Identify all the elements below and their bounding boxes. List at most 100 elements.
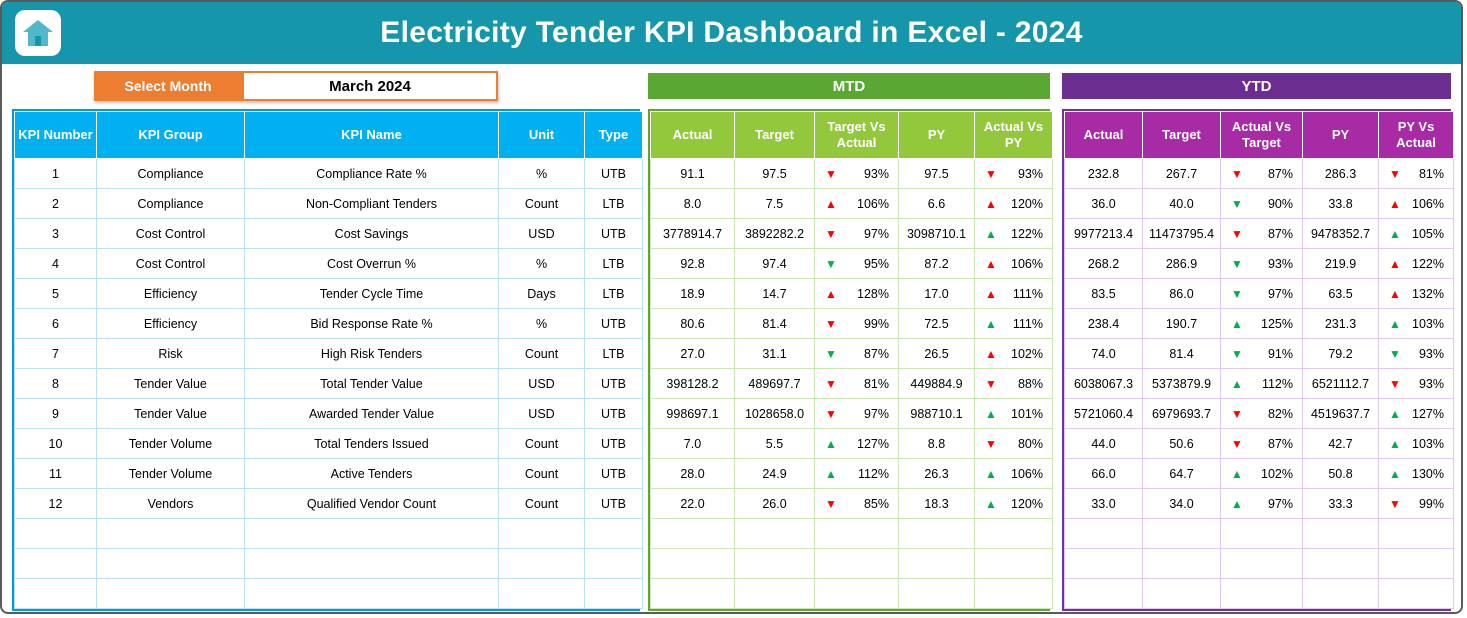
mtd-target-vs-actual-cell: ▼ 81% <box>814 368 899 399</box>
select-month-label: Select Month <box>94 71 242 101</box>
comparison-value: 120% <box>1011 496 1043 511</box>
ytd-py-vs-actual-cell: ▲ 127% <box>1378 398 1454 429</box>
ytd-actual-vs-target-cell: ▼ 91% <box>1220 338 1303 369</box>
empty-cell <box>1220 518 1303 549</box>
trend-down-icon: ▼ <box>825 496 837 511</box>
empty-cell <box>650 518 735 549</box>
mtd-row: 998697.1 1028658.0 ▼ 97% 988710.1 ▲ 101% <box>650 398 1053 429</box>
comparison-value: 130% <box>1412 466 1444 481</box>
mtd-row: 8.0 7.5 ▲ 106% 6.6 ▲ 120% <box>650 188 1053 219</box>
kpi-number-cell: 2 <box>14 188 97 219</box>
empty-cell <box>1142 548 1221 579</box>
mtd-row: 18.9 14.7 ▲ 128% 17.0 ▲ 111% <box>650 278 1053 309</box>
empty-cell <box>1378 578 1454 609</box>
kpi-row: 6 Efficiency Bid Response Rate %% UTB <box>14 308 643 339</box>
kpi-name-cell: Compliance Rate % <box>244 158 499 189</box>
mtd-row: 92.8 97.4 ▼ 95% 87.2 ▲ 106% <box>650 248 1053 279</box>
empty-cell <box>814 518 899 549</box>
empty-cell <box>96 548 245 579</box>
comparison-value: 93% <box>1017 166 1043 181</box>
comparison-value: 81% <box>1418 166 1444 181</box>
type-cell: LTB <box>584 338 643 369</box>
mtd-actual-vs-py-cell: ▼ 88% <box>974 368 1053 399</box>
type-cell: UTB <box>584 158 643 189</box>
ytd-row: 66.0 64.7 ▲ 102% 50.8 ▲ 130% <box>1064 458 1454 489</box>
kpi-name-cell: Active Tenders <box>244 458 499 489</box>
mtd-target-cell: 97.5 <box>734 158 815 189</box>
ytd-py-cell: 33.3 <box>1302 488 1379 519</box>
ytd-actual-vs-target-cell: ▼ 87% <box>1220 218 1303 249</box>
ytd-header-row: Actual Target Actual Vs Target PY PY Vs Actu… <box>1064 111 1454 159</box>
type-cell: UTB <box>584 308 643 339</box>
controls-row: Select Month March 2024 MTD YTD <box>2 71 1461 101</box>
empty-row <box>1064 548 1454 579</box>
mtd-row: 22.0 26.0 ▼ 85% 18.3 ▲ 120% <box>650 488 1053 519</box>
column-header-actual: Actual <box>650 111 735 159</box>
empty-cell <box>1064 578 1143 609</box>
empty-cell <box>974 578 1053 609</box>
trend-down-icon: ▼ <box>825 376 837 391</box>
ytd-target-cell: 286.9 <box>1142 248 1221 279</box>
mtd-target-cell: 5.5 <box>734 428 815 459</box>
mtd-py-cell: 72.5 <box>898 308 975 339</box>
kpi-group-cell: Efficiency <box>96 278 245 309</box>
column-header-actual-vs-py: Actual Vs PY <box>974 111 1053 159</box>
trend-down-icon: ▼ <box>985 376 997 391</box>
mtd-row: 398128.2 489697.7 ▼ 81% 449884.9 ▼ 88% <box>650 368 1053 399</box>
empty-cell <box>584 518 643 549</box>
trend-up-icon: ▲ <box>1389 466 1401 481</box>
trend-up-icon: ▲ <box>1389 406 1401 421</box>
type-cell: UTB <box>584 488 643 519</box>
column-header-target: Target <box>1142 111 1221 159</box>
ytd-actual-vs-target-cell: ▲ 97% <box>1220 488 1303 519</box>
kpi-row: 5 Efficiency Tender Cycle Time Days LTB <box>14 278 643 309</box>
ytd-row: 83.5 86.0 ▼ 97% 63.5 ▲ 132% <box>1064 278 1454 309</box>
empty-cell <box>1302 548 1379 579</box>
ytd-section-header: YTD <box>1062 73 1451 99</box>
empty-cell <box>734 578 815 609</box>
kpi-name-cell: Cost Savings <box>244 218 499 249</box>
empty-cell <box>650 578 735 609</box>
mtd-py-cell: 449884.9 <box>898 368 975 399</box>
mtd-actual-vs-py-cell: ▲ 106% <box>974 458 1053 489</box>
kpi-row: 3 Cost Control Cost Savings USD UTB <box>14 218 643 249</box>
kpi-row: 9 Tender Value Awarded Tender Value USD UTB <box>14 398 643 429</box>
mtd-target-cell: 7.5 <box>734 188 815 219</box>
ytd-row: 5721060.4 6979693.7 ▼ 82% 4519637.7 ▲ 127% <box>1064 398 1454 429</box>
kpi-row: 7 Risk High Risk Tenders Count LTB <box>14 338 643 369</box>
mtd-py-cell: 18.3 <box>898 488 975 519</box>
unit-cell: USD <box>498 398 585 429</box>
kpi-info-header-row: KPI Number KPI Group KPI Name Unit Type <box>14 111 643 159</box>
month-select[interactable]: March 2024 <box>242 71 498 101</box>
comparison-value: 97% <box>863 226 889 241</box>
empty-row <box>650 548 1053 579</box>
ytd-actual-cell: 36.0 <box>1064 188 1143 219</box>
trend-up-icon: ▲ <box>1231 316 1243 331</box>
mtd-row: 91.1 97.5 ▼ 93% 97.5 ▼ 93% <box>650 158 1053 189</box>
trend-down-icon: ▼ <box>825 256 837 271</box>
kpi-row: 11 Tender Volume Active Tenders Count UTB <box>14 458 643 489</box>
kpi-row: 10 Tender Volume Total Tenders Issued Count… <box>14 428 643 459</box>
column-header-target-vs-actual: Target Vs Actual <box>814 111 899 159</box>
column-header-kpi-group: KPI Group <box>96 111 245 159</box>
trend-up-icon: ▲ <box>985 496 997 511</box>
ytd-actual-cell: 5721060.4 <box>1064 398 1143 429</box>
mtd-block: Actual Target Target Vs Actual PY Actual Vs … <box>648 109 1053 611</box>
mtd-actual-cell: 80.6 <box>650 308 735 339</box>
ytd-py-vs-actual-cell: ▼ 93% <box>1378 338 1454 369</box>
ytd-py-cell: 63.5 <box>1302 278 1379 309</box>
comparison-value: 97% <box>1267 286 1293 301</box>
mtd-actual-cell: 3778914.7 <box>650 218 735 249</box>
comparison-value: 127% <box>1412 406 1444 421</box>
empty-cell <box>898 518 975 549</box>
ytd-row: 238.4 190.7 ▲ 125% 231.3 ▲ 103% <box>1064 308 1454 339</box>
ytd-row: 33.0 34.0 ▲ 97% 33.3 ▼ 99% <box>1064 488 1454 519</box>
trend-up-icon: ▲ <box>985 196 997 211</box>
kpi-group-cell: Efficiency <box>96 308 245 339</box>
ytd-py-cell: 219.9 <box>1302 248 1379 279</box>
home-button[interactable] <box>15 10 61 56</box>
unit-cell: Count <box>498 338 585 369</box>
mtd-target-vs-actual-cell: ▲ 128% <box>814 278 899 309</box>
ytd-py-cell: 42.7 <box>1302 428 1379 459</box>
trend-up-icon: ▲ <box>985 406 997 421</box>
